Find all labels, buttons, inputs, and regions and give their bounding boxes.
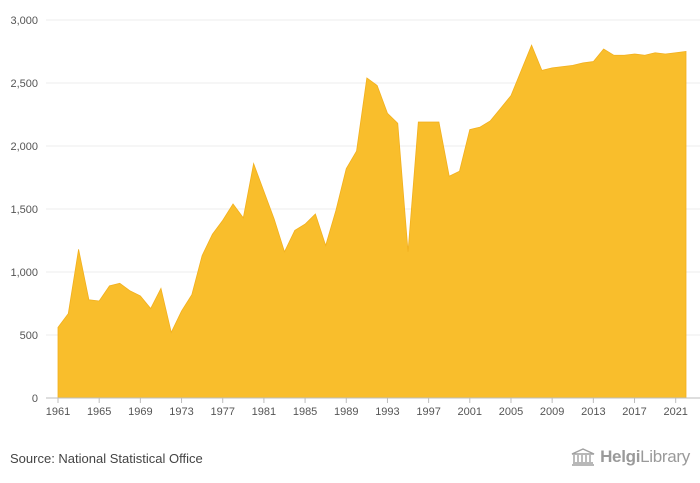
x-tick-label: 1985 [293,406,317,418]
x-tick-label: 2021 [663,406,687,418]
y-tick-label: 1,500 [10,204,38,216]
logo-text-rest: Library [640,447,690,466]
x-tick-label: 1993 [375,406,399,418]
x-axis: 1961 1965 1969 1973 1977 1981 1985 1989 1993 1997… [46,397,700,418]
x-tick-label: 1969 [128,406,152,418]
x-tick-label: 1961 [46,406,70,418]
x-tick-label: 2013 [581,406,605,418]
x-tick-label: 2017 [622,406,646,418]
y-tick-label: 2,500 [10,78,38,90]
y-tick-label: 1,000 [10,267,38,279]
library-building-icon [571,448,595,466]
x-tick-label: 1973 [169,406,193,418]
x-tick-label: 1981 [252,406,276,418]
helgilibrary-logo: HelgiLibrary [570,447,690,467]
source-note: Source: National Statistical Office [10,451,203,466]
x-tick-label: 1965 [87,406,111,418]
x-tick-label: 1977 [210,406,234,418]
x-tick-label: 2001 [458,406,482,418]
y-tick-label: 2,000 [10,141,38,153]
x-tick-label: 2005 [499,406,523,418]
x-tick-label: 1997 [416,406,440,418]
y-tick-label: 3,000 [10,15,38,27]
y-tick-label: 0 [32,393,38,405]
y-tick-label: 500 [20,330,38,342]
x-tick-label: 1989 [334,406,358,418]
y-axis: 0 500 1,000 1,500 2,000 2,500 3,000 [10,15,38,405]
logo-text-bold: Helgi [600,447,641,466]
series-area [57,44,687,399]
x-tick-label: 2009 [540,406,564,418]
